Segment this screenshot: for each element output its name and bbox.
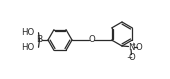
Text: O: O — [129, 53, 135, 61]
Text: O: O — [88, 35, 95, 44]
Text: HO: HO — [21, 43, 35, 52]
Text: +: + — [131, 43, 136, 47]
Text: N: N — [128, 43, 134, 52]
Text: O: O — [136, 43, 142, 52]
Text: B: B — [36, 35, 43, 44]
Text: HO: HO — [21, 28, 35, 37]
Text: −: − — [126, 55, 132, 61]
